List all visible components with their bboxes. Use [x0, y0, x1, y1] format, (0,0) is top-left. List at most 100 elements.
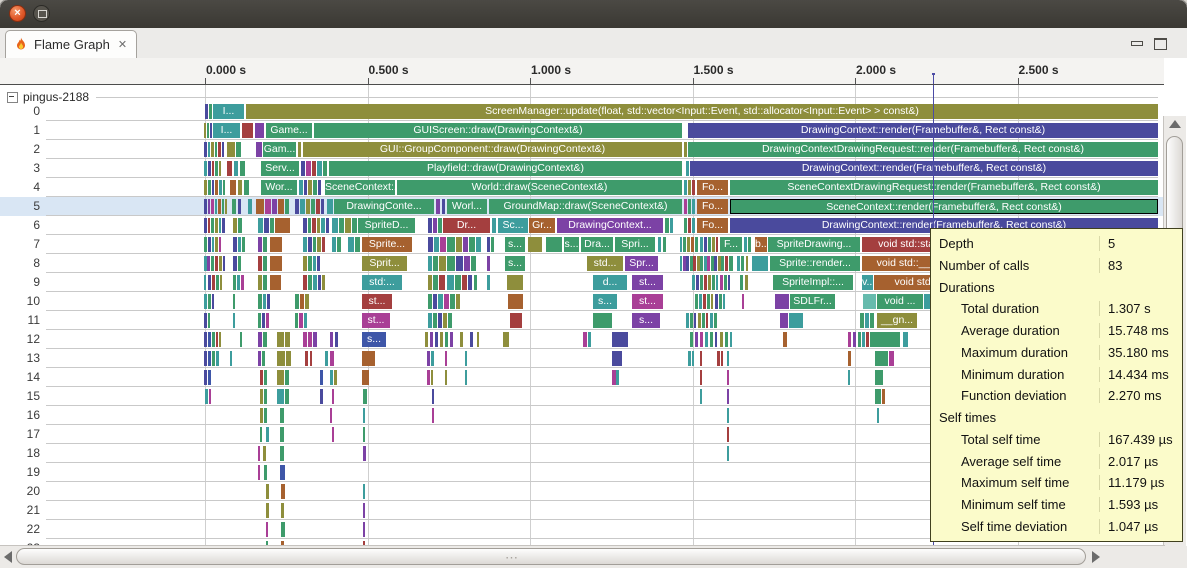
flame-bar[interactable]: [223, 180, 225, 195]
flame-bar[interactable]: SpriteImpl::...: [773, 275, 853, 290]
flame-bar[interactable]: [208, 237, 211, 252]
flame-bar[interactable]: [219, 256, 222, 271]
flame-bar[interactable]: [711, 256, 714, 271]
flame-bar[interactable]: [306, 199, 310, 214]
flame-bar[interactable]: [263, 332, 267, 347]
flame-bar[interactable]: [546, 237, 562, 252]
flame-bar[interactable]: [692, 351, 694, 366]
flame-bar[interactable]: [477, 332, 479, 347]
flame-bar[interactable]: [317, 256, 320, 271]
flame-bar[interactable]: [322, 237, 325, 252]
flame-bar[interactable]: [425, 332, 428, 347]
flame-bar[interactable]: [313, 275, 317, 290]
flame-bar[interactable]: [710, 332, 713, 347]
flame-bar[interactable]: [456, 294, 460, 309]
flame-bar[interactable]: [683, 237, 686, 252]
flame-bar[interactable]: [280, 465, 285, 480]
flame-bar[interactable]: [216, 275, 219, 290]
flame-bar[interactable]: [727, 427, 729, 442]
flame-bar[interactable]: [210, 123, 212, 138]
flame-bar[interactable]: [445, 332, 448, 347]
flame-bar[interactable]: [711, 294, 713, 309]
flame-bar[interactable]: [255, 123, 264, 138]
flame-bar[interactable]: GUI::GroupComponent::draw(DrawingContext…: [303, 142, 682, 157]
flame-bar[interactable]: [703, 294, 706, 309]
flame-bar[interactable]: [450, 332, 453, 347]
flame-bar[interactable]: [688, 199, 691, 214]
flame-bar[interactable]: [924, 294, 931, 309]
flame-bar[interactable]: Sprite::render...: [770, 256, 860, 271]
flame-bar[interactable]: [705, 332, 708, 347]
flame-bar[interactable]: [270, 218, 274, 233]
flame-bar[interactable]: [727, 389, 729, 404]
flame-bar[interactable]: [230, 180, 236, 195]
flame-bar[interactable]: [440, 237, 446, 252]
flame-bar[interactable]: [303, 275, 307, 290]
flame-bar[interactable]: [680, 237, 682, 252]
flame-bar[interactable]: [684, 142, 687, 157]
flame-bar[interactable]: [700, 389, 702, 404]
flame-bar[interactable]: [233, 313, 235, 328]
flame-bar[interactable]: [280, 427, 284, 442]
flame-bar[interactable]: [218, 142, 221, 157]
flame-bar[interactable]: [692, 180, 695, 195]
flame-bar[interactable]: [204, 142, 207, 157]
flame-bar[interactable]: [295, 294, 299, 309]
view-maximize-button[interactable]: [1154, 38, 1167, 50]
tab-flame-graph[interactable]: Flame Graph ✕: [5, 30, 137, 58]
flame-bar[interactable]: [460, 332, 463, 347]
flame-bar[interactable]: [469, 237, 475, 252]
flame-bar[interactable]: [363, 541, 365, 545]
flame-bar[interactable]: [204, 332, 207, 347]
flame-bar[interactable]: [332, 237, 336, 252]
flame-bar[interactable]: s...: [632, 313, 660, 328]
flame-bar[interactable]: [345, 218, 351, 233]
flame-bar[interactable]: [443, 313, 447, 328]
flame-bar[interactable]: [230, 351, 232, 366]
flame-bar[interactable]: [462, 275, 467, 290]
flame-bar[interactable]: [301, 161, 305, 176]
flame-bar[interactable]: [870, 313, 874, 328]
flame-bar[interactable]: [860, 313, 864, 328]
flame-bar[interactable]: [313, 332, 317, 347]
flame-bar[interactable]: [258, 465, 260, 480]
flame-bar[interactable]: Dr...: [443, 218, 490, 233]
flame-bar[interactable]: [204, 218, 207, 233]
flame-bar[interactable]: Spr...: [625, 256, 658, 271]
flame-bar[interactable]: [278, 199, 284, 214]
view-minimize-button[interactable]: [1130, 38, 1143, 48]
flame-bar[interactable]: [313, 180, 317, 195]
flame-bar[interactable]: [727, 408, 729, 423]
flame-bar[interactable]: [323, 161, 327, 176]
flame-bar[interactable]: [272, 199, 277, 214]
flame-bar[interactable]: [432, 408, 434, 423]
flame-bar[interactable]: [686, 256, 689, 271]
flame-bar[interactable]: [258, 446, 260, 461]
flame-bar[interactable]: [704, 275, 707, 290]
flame-bar[interactable]: [492, 218, 496, 233]
flame-bar[interactable]: s...: [505, 256, 525, 271]
flame-bar[interactable]: [468, 275, 472, 290]
flame-bar[interactable]: [256, 199, 264, 214]
flame-bar[interactable]: [260, 389, 263, 404]
flame-bar[interactable]: [238, 218, 242, 233]
flame-bar[interactable]: [865, 313, 869, 328]
flame-bar[interactable]: [693, 256, 696, 271]
flame-bar[interactable]: [683, 256, 686, 271]
flame-bar[interactable]: [281, 522, 285, 537]
flame-bar[interactable]: [298, 142, 301, 157]
flame-bar[interactable]: [300, 294, 304, 309]
flame-bar[interactable]: [233, 237, 237, 252]
flame-bar[interactable]: [321, 218, 325, 233]
flame-bar[interactable]: [687, 237, 690, 252]
flame-bar[interactable]: [435, 332, 438, 347]
flame-bar[interactable]: [720, 275, 723, 290]
flame-bar[interactable]: [699, 294, 702, 309]
flame-bar[interactable]: [700, 237, 703, 252]
flame-bar[interactable]: [491, 237, 494, 252]
flame-bar[interactable]: [428, 256, 432, 271]
flame-bar[interactable]: [688, 218, 691, 233]
flame-bar[interactable]: [704, 256, 707, 271]
flame-bar[interactable]: SpriteD...: [358, 218, 415, 233]
flame-bar[interactable]: [280, 408, 284, 423]
